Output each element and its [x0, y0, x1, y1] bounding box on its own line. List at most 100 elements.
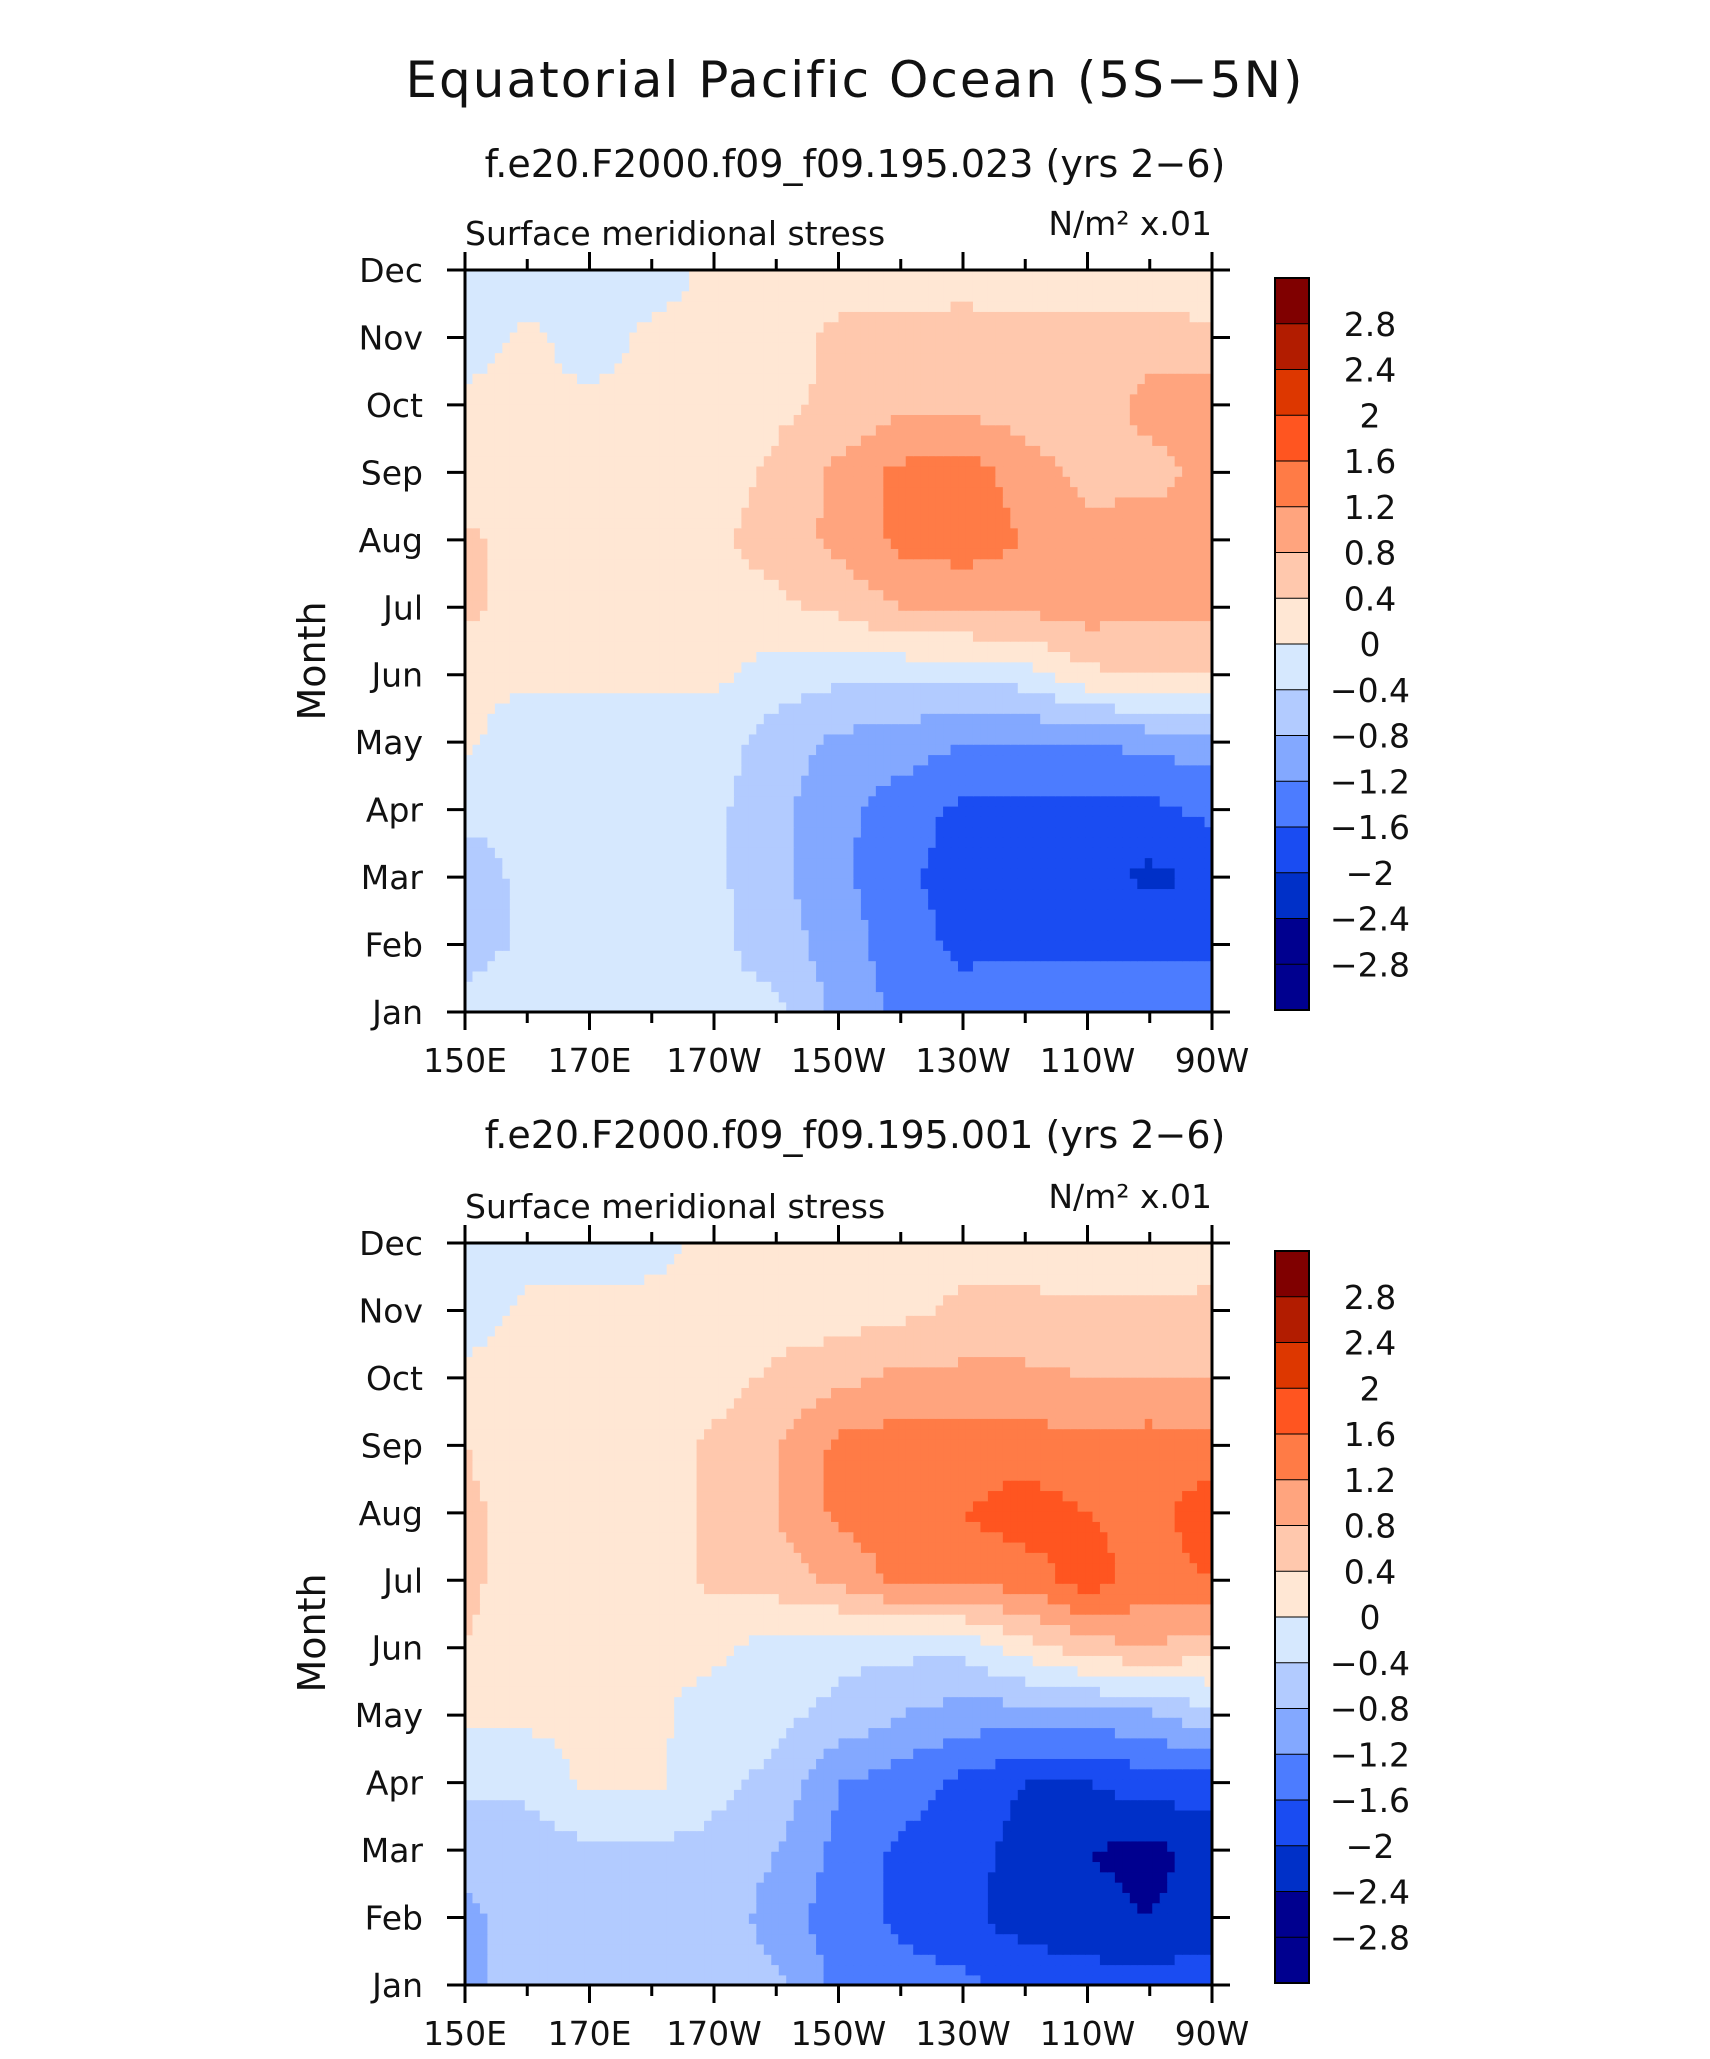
contour-cell	[636, 754, 645, 766]
contour-cell	[898, 496, 907, 508]
contour-cell	[1129, 610, 1138, 622]
contour-cell	[920, 1001, 929, 1013]
contour-cell	[591, 723, 601, 735]
contour-cell	[1070, 537, 1079, 549]
contour-cell	[995, 610, 1004, 622]
contour-cell	[875, 857, 885, 869]
contour-cell	[756, 599, 765, 611]
contour-cell	[1152, 641, 1161, 653]
contour-cell	[898, 826, 907, 838]
contour-cell	[606, 527, 616, 539]
contour-cell	[883, 826, 892, 838]
contour-cell	[950, 641, 959, 653]
contour-cell	[599, 981, 608, 993]
contour-cell	[554, 898, 563, 910]
contour-cell	[890, 826, 899, 838]
contour-cell	[614, 537, 623, 549]
contour-cell	[913, 836, 922, 848]
contour-cell	[569, 692, 578, 704]
contour-cell	[741, 702, 750, 714]
contour-cell	[1137, 496, 1146, 508]
contour-cell	[928, 558, 937, 570]
contour-cell	[965, 744, 974, 756]
contour-cell	[733, 702, 743, 714]
contour-cell	[584, 764, 593, 776]
contour-cell	[629, 805, 638, 817]
contour-cell	[972, 981, 982, 993]
contour-cell	[1197, 805, 1206, 817]
contour-cell	[666, 816, 675, 828]
contour-cell	[562, 496, 571, 508]
contour-cell	[883, 795, 892, 807]
contour-cell	[718, 754, 728, 766]
contour-cell	[868, 857, 877, 869]
contour-cell	[756, 847, 765, 859]
contour-cell	[487, 630, 496, 642]
contour-cell	[808, 651, 817, 663]
contour-cell	[487, 764, 496, 776]
contour-cell	[920, 970, 929, 982]
contour-cell	[1025, 970, 1034, 982]
contour-cell	[517, 950, 526, 962]
contour-cell	[1040, 599, 1049, 611]
contour-cell	[711, 1001, 720, 1013]
contour-cell	[689, 826, 698, 838]
contour-cell	[868, 630, 877, 642]
contour-cell	[1167, 630, 1176, 642]
contour-cell	[718, 960, 728, 972]
contour-cell	[1062, 682, 1071, 694]
contour-cell	[465, 919, 474, 931]
contour-cell	[786, 651, 795, 663]
contour-cell	[808, 733, 817, 745]
contour-cell	[606, 733, 616, 745]
contour-cell	[517, 702, 526, 714]
contour-cell	[816, 888, 825, 900]
contour-cell	[584, 537, 593, 549]
contour-cell	[636, 661, 645, 673]
contour-cell	[883, 661, 892, 673]
contour-cell	[1174, 774, 1183, 786]
contour-cell	[487, 713, 496, 725]
contour-cell	[569, 1001, 578, 1013]
contour-cell	[1159, 692, 1168, 704]
contour-cell	[659, 754, 668, 766]
contour-cell	[793, 548, 802, 560]
contour-cell	[547, 888, 556, 900]
contour-cell	[965, 599, 974, 611]
contour-cell	[599, 692, 608, 704]
contour-cell	[539, 537, 548, 549]
contour-cell	[629, 950, 638, 962]
contour-cell	[494, 939, 504, 951]
contour-cell	[704, 878, 713, 890]
contour-cell	[845, 908, 855, 920]
contour-cell	[763, 579, 772, 591]
contour-cell	[913, 558, 922, 570]
contour-cell	[539, 733, 548, 745]
contour-cell	[681, 517, 690, 529]
contour-cell	[569, 991, 578, 1003]
contour-cell	[1197, 548, 1206, 560]
contour-cell	[748, 692, 758, 704]
contour-cell	[898, 888, 907, 900]
contour-cell	[958, 713, 967, 725]
contour-cell	[1182, 970, 1191, 982]
contour-cell	[778, 517, 787, 529]
contour-cell	[614, 702, 623, 714]
contour-cell	[1144, 630, 1153, 642]
contour-cell	[1055, 537, 1064, 549]
contour-cell	[883, 579, 892, 591]
contour-cell	[778, 682, 787, 694]
contour-cell	[636, 950, 645, 962]
contour-cell	[823, 919, 832, 931]
contour-cell	[1122, 558, 1131, 570]
contour-cell	[1017, 795, 1026, 807]
contour-cell	[733, 599, 743, 611]
contour-cell	[1047, 857, 1056, 869]
contour-cell	[502, 888, 511, 900]
contour-cell	[935, 939, 944, 951]
contour-cell	[509, 558, 518, 570]
contour-cell	[1070, 517, 1079, 529]
contour-cell	[1114, 888, 1124, 900]
contour-cell	[532, 847, 541, 859]
contour-cell	[1122, 816, 1131, 828]
